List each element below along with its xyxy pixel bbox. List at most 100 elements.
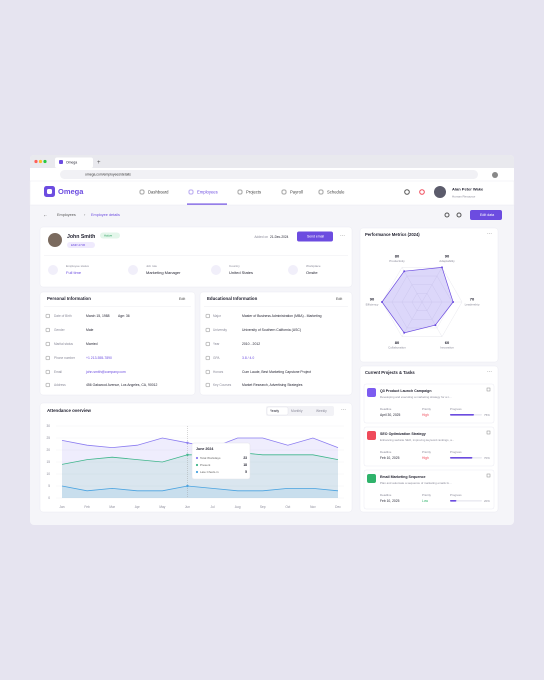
settings-icon [456, 212, 462, 218]
tooltip-swatch [195, 470, 199, 474]
message-icon [419, 189, 425, 195]
progress-label: Progress [450, 450, 462, 454]
breadcrumb-item[interactable]: Employees [57, 213, 76, 217]
row-value[interactable]: 3.8 / 4.0 [242, 356, 254, 360]
nav-icon [281, 189, 287, 195]
back-arrow[interactable]: ← [43, 212, 48, 218]
profile-icon [492, 172, 498, 178]
divider [44, 306, 191, 307]
row-value: Married [86, 342, 98, 346]
window-dot [34, 159, 38, 164]
nav-item[interactable]: Payroll [290, 189, 303, 194]
hover-point [186, 441, 189, 444]
project-name: Q3 Product Launch Campaign [380, 389, 432, 393]
radar-spoke [421, 301, 443, 337]
more-button[interactable]: ⋯ [341, 407, 346, 413]
radar-spoke [421, 267, 443, 303]
row-value[interactable]: +1 213-555-7890 [86, 356, 112, 360]
hover-point [186, 484, 189, 488]
nav-item[interactable]: Employees [197, 189, 218, 194]
row-icon [205, 313, 210, 319]
search-icon [444, 212, 450, 218]
row-value: University of Southern California (USC) [242, 328, 301, 332]
row-icon [205, 355, 210, 361]
edit-data-label: Edit data [480, 213, 494, 217]
divider [204, 306, 348, 307]
breadcrumb-sep: › [84, 212, 86, 217]
project-item[interactable] [363, 383, 495, 424]
nav-item[interactable]: Dashboard [148, 189, 169, 194]
stat-label: Employee status [66, 264, 89, 268]
radar-value: 70 [470, 297, 475, 302]
y-tick-label: 30 [46, 424, 50, 428]
added-label: Added on [254, 235, 268, 239]
x-tick-label: Jul [211, 505, 215, 509]
row-label: Address [54, 383, 66, 387]
y-tick-label: 5 [48, 484, 50, 488]
row-icon [205, 341, 210, 347]
tooltip-label: Late Check-in [200, 470, 219, 474]
card-title: Performance Metrics (2024) [365, 232, 420, 237]
tooltip-value: 18 [243, 463, 247, 467]
employee-card [39, 226, 353, 288]
progress-bar [450, 414, 474, 416]
radar-spoke [401, 301, 423, 337]
card-title: Current Projects & Tasks [365, 370, 415, 375]
tooltip-value: 5 [245, 470, 247, 474]
address-field[interactable] [60, 170, 478, 179]
x-tick-label: Mar [109, 505, 115, 509]
priority-label: Priority [422, 450, 432, 454]
brand-name: Omega [58, 187, 84, 196]
user-role: Human Resource [452, 194, 476, 198]
priority-value: High [422, 456, 429, 460]
stat-value: Onsite [306, 270, 318, 275]
tooltip-swatch [195, 456, 199, 460]
edit-data-button[interactable] [470, 210, 502, 220]
radar-value: 80 [395, 253, 400, 258]
row-value: Master of Business Administration (MBA) … [242, 314, 322, 318]
radar-point [403, 270, 406, 273]
x-tick-label: Feb [84, 505, 90, 509]
divider [44, 255, 348, 256]
nav-active-indicator [187, 203, 227, 205]
notification-icon [404, 189, 410, 195]
row-icon [45, 382, 50, 388]
x-tick-label: Jun [185, 505, 190, 509]
row-value: 456 Oakwood Avenue, Los Angeles, CA, 900… [86, 383, 157, 387]
more-button[interactable]: ⋯ [340, 233, 345, 239]
progress-label: Progress [450, 493, 462, 497]
range-tab[interactable]: Yearly [270, 409, 279, 413]
stat-icon [288, 265, 298, 275]
status-badge [100, 232, 120, 239]
edit-link[interactable]: Edit [179, 297, 185, 301]
radar-label: Efficiency [366, 302, 379, 306]
row-label: Gender [54, 328, 66, 332]
nav-icon [188, 189, 194, 195]
tab[interactable] [55, 157, 93, 169]
x-tick-label: Dec [335, 505, 341, 509]
new-tab[interactable]: + [97, 160, 101, 166]
more-button[interactable]: ⋯ [487, 231, 492, 237]
more-button[interactable]: ⋯ [487, 369, 492, 375]
range-tab[interactable]: Weekly [316, 409, 327, 413]
tooltip-value: 23 [243, 456, 247, 460]
priority-label: Priority [422, 407, 432, 411]
x-tick-label: Apr [135, 505, 141, 509]
deadline-label: Deadline [380, 407, 392, 411]
nav-item[interactable]: Projects [246, 189, 261, 194]
progress-bar [450, 500, 457, 502]
row-icon [205, 369, 210, 375]
project-icon [367, 431, 376, 440]
age: Age: 36 [118, 314, 130, 318]
edit-link[interactable]: Edit [336, 297, 342, 301]
project-item[interactable] [363, 426, 495, 467]
open-icon [486, 387, 491, 392]
row-value[interactable]: john.smith@company.com [85, 370, 126, 374]
tooltip [191, 442, 251, 480]
send-email-button[interactable] [297, 231, 333, 242]
range-tab[interactable]: Monthly [291, 409, 303, 413]
nav-item[interactable]: Schedule [327, 189, 345, 194]
radar-value: 80 [395, 340, 400, 345]
project-item[interactable] [363, 469, 495, 510]
